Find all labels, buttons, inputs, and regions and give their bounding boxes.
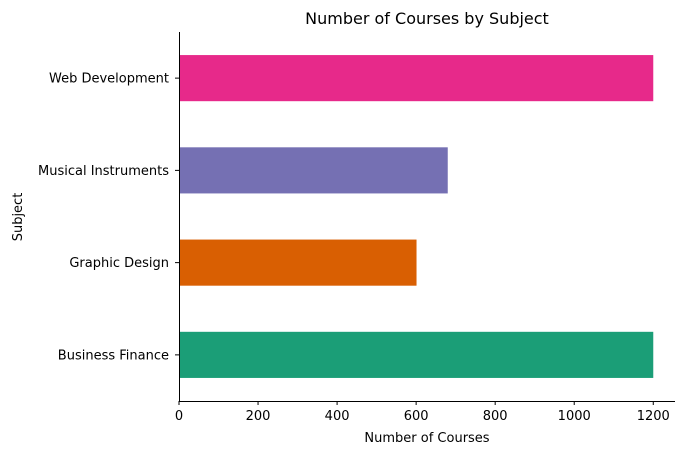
bars-group (179, 55, 654, 378)
y-tick-label: Musical Instruments (38, 164, 169, 179)
bar-musical-instruments (179, 147, 448, 194)
x-tick-label: 800 (483, 409, 508, 424)
x-tick-label: 600 (404, 409, 429, 424)
bar-graphic-design (179, 239, 417, 286)
x-tick-label: 0 (175, 409, 183, 424)
bar-business-finance (179, 331, 654, 378)
chart-title: Number of Courses by Subject (305, 9, 549, 28)
x-tick-label: 200 (246, 409, 271, 424)
x-tick-label: 400 (325, 409, 350, 424)
y-tick-label: Graphic Design (69, 256, 169, 271)
x-tick-label: 1200 (637, 409, 670, 424)
y-axis-label: Subject (11, 193, 26, 242)
x-ticks-group: 0 200 400 600 800 1000 1200 (175, 401, 670, 424)
x-axis-label: Number of Courses (364, 431, 489, 446)
y-tick-label: Web Development (49, 72, 169, 87)
x-tick-label: 1000 (558, 409, 591, 424)
y-tick-label: Business Finance (58, 348, 169, 363)
bar-web-development (179, 55, 654, 102)
y-ticks-group: Business Finance Graphic Design Musical In… (38, 72, 179, 363)
